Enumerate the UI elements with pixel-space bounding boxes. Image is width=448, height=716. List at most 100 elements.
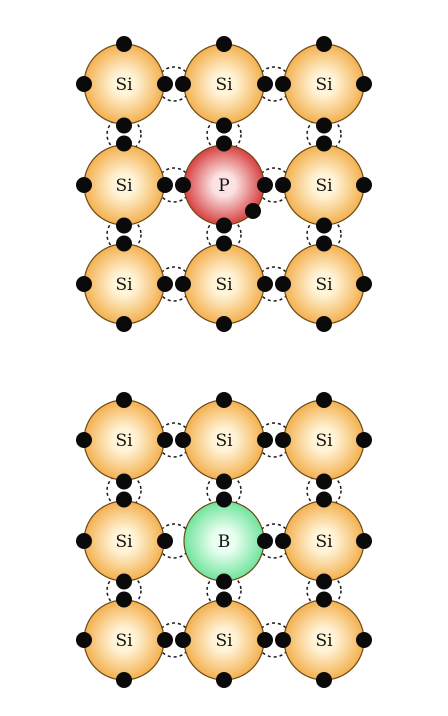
valence-electron	[216, 573, 232, 590]
edge-electron	[316, 672, 332, 688]
edge-electron	[76, 276, 92, 292]
valence-electron	[316, 591, 332, 608]
atom-label: Si	[115, 176, 133, 196]
atom-label: P	[218, 176, 229, 196]
atoms: Si Si Si Si B Si Si Si Si	[83, 399, 365, 681]
valence-electron	[157, 276, 173, 292]
silicon-atom: Si	[183, 599, 265, 681]
silicon-atom: Si	[283, 599, 365, 681]
edge-electron	[316, 392, 332, 408]
valence-electron	[157, 632, 173, 648]
valence-electron	[175, 276, 191, 292]
valence-electron	[175, 76, 191, 92]
silicon-atom: Si	[283, 399, 365, 481]
valence-electron	[216, 217, 232, 234]
edge-electron	[216, 316, 232, 332]
valence-electron	[257, 533, 273, 549]
valence-electron	[157, 533, 173, 549]
valence-electron	[216, 235, 232, 252]
silicon-atom: Si	[183, 243, 265, 325]
valence-electron	[316, 117, 332, 134]
valence-electron	[316, 573, 332, 590]
valence-electron	[157, 76, 173, 92]
edge-electron	[356, 177, 372, 193]
valence-electron	[216, 491, 232, 508]
valence-electron	[116, 235, 132, 252]
valence-electrons	[76, 36, 372, 332]
edge-electron	[116, 36, 132, 52]
edge-electron	[356, 276, 372, 292]
atom-label: Si	[215, 631, 233, 651]
silicon-atom: Si	[83, 399, 165, 481]
silicon-atom: Si	[283, 43, 365, 125]
atom-label: Si	[215, 75, 233, 95]
edge-electron	[116, 316, 132, 332]
valence-electron	[316, 235, 332, 252]
valence-electron	[257, 632, 273, 648]
edge-electron	[76, 177, 92, 193]
silicon-atom: Si	[283, 243, 365, 325]
edge-electron	[216, 672, 232, 688]
extra-free-electron	[245, 203, 261, 219]
valence-electron	[257, 76, 273, 92]
atom-label: Si	[115, 431, 133, 451]
silicon-atom: Si	[83, 144, 165, 226]
valence-electron	[175, 177, 191, 193]
valence-electron	[275, 533, 291, 549]
edge-electron	[116, 392, 132, 408]
valence-electron	[175, 432, 191, 448]
valence-electrons	[76, 392, 372, 688]
edge-electron	[216, 392, 232, 408]
valence-electron	[116, 491, 132, 508]
valence-electron	[316, 217, 332, 234]
silicon-atom: Si	[183, 43, 265, 125]
valence-electron	[275, 632, 291, 648]
edge-electron	[76, 533, 92, 549]
valence-electron	[216, 135, 232, 152]
atom-label: Si	[115, 532, 133, 552]
silicon-atom: Si	[83, 500, 165, 582]
silicon-atom: Si	[183, 399, 265, 481]
valence-electron	[116, 217, 132, 234]
edge-electron	[356, 533, 372, 549]
valence-electron	[257, 276, 273, 292]
atom-label: Si	[115, 631, 133, 651]
valence-electron	[316, 473, 332, 490]
atom-label: B	[218, 532, 231, 552]
atom-label: Si	[115, 275, 133, 295]
valence-electron	[116, 117, 132, 134]
silicon-atom: Si	[83, 243, 165, 325]
atoms: Si Si Si Si P Si Si Si Si	[83, 43, 365, 325]
valence-electron	[216, 117, 232, 134]
valence-electron	[116, 591, 132, 608]
atom-label: Si	[315, 75, 333, 95]
edge-electron	[316, 316, 332, 332]
valence-electron	[275, 177, 291, 193]
valence-electron	[275, 76, 291, 92]
atom-label: Si	[315, 631, 333, 651]
silicon-atom: Si	[283, 144, 365, 226]
p-type-lattice-diagram: Si Si Si Si B Si Si Si Si	[76, 392, 372, 688]
valence-electron	[216, 473, 232, 490]
silicon-atom: Si	[83, 43, 165, 125]
atom-label: Si	[315, 532, 333, 552]
atom-label: Si	[115, 75, 133, 95]
valence-electron	[175, 632, 191, 648]
atom-label: Si	[315, 176, 333, 196]
edge-electron	[76, 76, 92, 92]
valence-electron	[157, 177, 173, 193]
valence-electron	[316, 135, 332, 152]
n-type-lattice-diagram: Si Si Si Si P Si Si Si Si	[76, 36, 372, 332]
atom-label: Si	[315, 431, 333, 451]
valence-electron	[275, 432, 291, 448]
valence-electron	[216, 591, 232, 608]
valence-electron	[157, 432, 173, 448]
silicon-atom: Si	[283, 500, 365, 582]
valence-electron	[257, 432, 273, 448]
edge-electron	[356, 632, 372, 648]
edge-electron	[316, 36, 332, 52]
atom-label: Si	[315, 275, 333, 295]
edge-electron	[216, 36, 232, 52]
edge-electron	[76, 632, 92, 648]
